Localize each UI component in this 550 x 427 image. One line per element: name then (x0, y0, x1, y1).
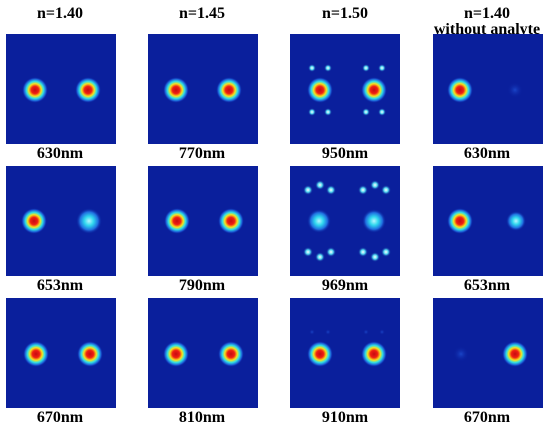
field-panel-r2-c4 (433, 166, 543, 276)
column-title-3-text: n=1.50 (321, 5, 368, 22)
column-title-4-subtitle: without analyte (433, 21, 541, 38)
field-panel-r1-c2 (148, 34, 258, 144)
wavelength-label-r1-c4: 630nm (463, 145, 511, 162)
wavelength-label-r1-c2: 770nm (178, 145, 226, 162)
wavelength-label-r2-c2: 790nm (178, 277, 226, 294)
wavelength-label-r3-c2: 810nm (178, 409, 226, 426)
column-title-2-text: n=1.45 (178, 5, 225, 22)
field-panel-r2-c2 (148, 166, 258, 276)
column-title-2: n=1.45 (142, 6, 262, 22)
wavelength-label-r3-c1: 670nm (36, 409, 84, 426)
field-panel-r3-c4 (433, 298, 543, 408)
wavelength-label-r3-c4: 670nm (463, 409, 511, 426)
column-title-1-text: n=1.40 (36, 5, 83, 22)
field-panel-r1-c1 (6, 34, 116, 144)
wavelength-label-r2-c3: 969nm (321, 277, 369, 294)
field-panel-r2-c3 (290, 166, 400, 276)
column-title-1: n=1.40 (0, 6, 120, 22)
wavelength-label-r2-c1: 653nm (36, 277, 84, 294)
column-title-4-text: n=1.40 (463, 5, 510, 22)
field-panel-r1-c3 (290, 34, 400, 144)
wavelength-label-r2-c4: 653nm (463, 277, 511, 294)
field-panel-r3-c3 (290, 298, 400, 408)
wavelength-label-r1-c1: 630nm (36, 145, 84, 162)
field-panel-r2-c1 (6, 166, 116, 276)
field-panel-r3-c1 (6, 298, 116, 408)
column-title-3: n=1.50 (285, 6, 405, 22)
field-panel-r1-c4 (433, 34, 543, 144)
column-title-4: n=1.40 without analyte (427, 6, 547, 38)
wavelength-label-r1-c3: 950nm (321, 145, 369, 162)
field-panel-r3-c2 (148, 298, 258, 408)
wavelength-label-r3-c3: 910nm (321, 409, 369, 426)
